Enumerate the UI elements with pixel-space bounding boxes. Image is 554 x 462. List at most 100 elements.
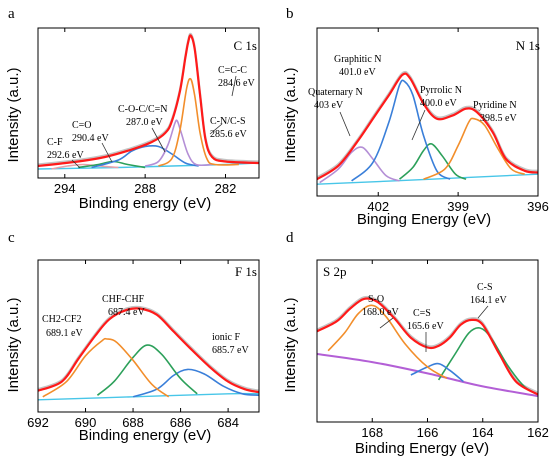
component-series-line bbox=[144, 119, 213, 167]
annotation-value: 164.1 eV bbox=[470, 295, 507, 306]
axes-frame bbox=[316, 27, 539, 197]
x-axis-label: Binding Energy (eV) bbox=[355, 440, 489, 457]
envelope-series-line bbox=[37, 307, 260, 394]
component-series-line bbox=[91, 144, 199, 169]
x-tick-label: 686 bbox=[170, 415, 192, 430]
component-series-line bbox=[158, 77, 239, 167]
x-axis-label: Binding energy (eV) bbox=[79, 427, 212, 444]
annotation-label: C=O bbox=[72, 120, 92, 131]
component-series-line bbox=[327, 304, 448, 379]
component-series-line bbox=[132, 368, 260, 398]
y-axis-label: Intensity (a.u.) bbox=[282, 297, 299, 392]
component-series-line bbox=[42, 337, 170, 398]
component-series-line bbox=[398, 143, 467, 180]
background-line bbox=[37, 392, 260, 401]
annotation-pointer bbox=[209, 123, 223, 135]
component-series-line bbox=[51, 163, 119, 170]
annotations: S 2p S-O 168.0 eV C=S 165.6 eV C-S 164.1… bbox=[323, 264, 507, 352]
annotation-pointer bbox=[151, 127, 166, 153]
title: N 1s bbox=[516, 38, 540, 53]
annotation-label: C-F bbox=[47, 137, 63, 148]
annotation-label: C-N/C-S bbox=[210, 116, 246, 127]
annotation-value: 403 eV bbox=[314, 100, 344, 111]
axes-frame bbox=[37, 259, 260, 413]
plot-area bbox=[37, 32, 260, 170]
annotation-label: C-S bbox=[477, 282, 493, 293]
title: C 1s bbox=[234, 38, 257, 53]
measured-trace bbox=[37, 32, 260, 166]
annotation-pointer bbox=[477, 305, 489, 319]
axes-frame bbox=[37, 27, 260, 179]
annotation-value: 401.0 eV bbox=[339, 67, 376, 78]
background-line bbox=[316, 173, 539, 185]
background-line bbox=[316, 353, 539, 398]
annotation-value: 287.0 eV bbox=[126, 117, 163, 128]
annotation-value: 685.7 eV bbox=[212, 345, 249, 356]
annotation-value: 285.6 eV bbox=[210, 129, 247, 140]
panel-letter: d bbox=[286, 230, 294, 246]
panel-d: d Intensity (a.u.) Binding Energy (eV) S… bbox=[282, 230, 549, 457]
x-tick-label: 166 bbox=[417, 425, 439, 440]
annotation-label: S-O bbox=[368, 294, 384, 305]
component-series-line bbox=[423, 117, 526, 180]
component-series-line bbox=[319, 146, 400, 184]
x-tick-label: 162 bbox=[527, 425, 549, 440]
annotation-value: 398.5 eV bbox=[480, 113, 517, 124]
title: S 2p bbox=[323, 264, 346, 279]
annotation-value: 400.0 eV bbox=[420, 98, 457, 109]
plot-area bbox=[37, 305, 260, 401]
annotation-value: 292.6 eV bbox=[47, 150, 84, 161]
x-tick-label: 396 bbox=[527, 199, 549, 214]
plot-area bbox=[316, 70, 539, 185]
panel-letter: c bbox=[8, 230, 15, 246]
x-tick-label: 288 bbox=[134, 181, 156, 196]
x-tick-label: 164 bbox=[472, 425, 494, 440]
annotation-label: C=S bbox=[413, 308, 431, 319]
x-tick-label: 282 bbox=[215, 181, 237, 196]
annotation-value: 689.1 eV bbox=[46, 328, 83, 339]
component-series-line bbox=[351, 79, 451, 182]
x-tick-label: 684 bbox=[217, 415, 239, 430]
x-axis-label: Binging Energy (eV) bbox=[357, 211, 491, 228]
x-tick-label: 399 bbox=[447, 199, 469, 214]
plot-area bbox=[316, 295, 539, 398]
annotations: C 1s C=C-C 284.6 eV C-N/C-S 285.6 eV C-O… bbox=[47, 38, 257, 169]
annotation-label: Quaternary N bbox=[308, 87, 363, 98]
x-tick-label: 294 bbox=[54, 181, 76, 196]
annotation-pointer bbox=[411, 109, 426, 141]
envelope-series-line bbox=[316, 297, 539, 396]
panel-c: c Intensity (a.u.) Binding energy (eV) F… bbox=[5, 230, 260, 444]
x-tick-label: 688 bbox=[122, 415, 144, 430]
annotation-pointer bbox=[71, 159, 81, 169]
annotation-value: 290.4 eV bbox=[72, 133, 109, 144]
x-tick-label: 690 bbox=[75, 415, 97, 430]
annotation-label: Graphitic N bbox=[334, 54, 382, 65]
axes-frame bbox=[316, 259, 539, 423]
annotation-pointer bbox=[101, 142, 113, 163]
y-axis-label: Intensity (a.u.) bbox=[5, 297, 22, 392]
annotation-label: CH2-CF2 bbox=[42, 314, 81, 325]
annotation-pointer bbox=[339, 111, 351, 137]
annotations: N 1s Graphitic N 401.0 eV Quaternary N 4… bbox=[308, 38, 540, 141]
x-tick-label: 168 bbox=[361, 425, 383, 440]
annotation-label: ionic F bbox=[212, 332, 240, 343]
annotation-value: 168.0 eV bbox=[362, 307, 399, 318]
annotation-label: Pyridine N bbox=[473, 100, 517, 111]
annotation-value: 284.6 eV bbox=[218, 78, 255, 89]
annotation-value: 165.6 eV bbox=[407, 321, 444, 332]
envelope-series-line bbox=[316, 72, 539, 181]
panel-letter: a bbox=[8, 6, 15, 22]
panel-letter: b bbox=[286, 6, 294, 22]
component-series-line bbox=[96, 344, 198, 396]
component-series-line bbox=[437, 327, 539, 396]
envelope-series-line bbox=[37, 34, 260, 168]
annotation-label: C-O-C/C=N bbox=[118, 104, 168, 115]
panel-b: b Intensity (a.u.) Binging Energy (eV) N… bbox=[282, 6, 549, 228]
title: F 1s bbox=[235, 264, 257, 279]
x-tick-label: 692 bbox=[27, 415, 49, 430]
annotation-pointer bbox=[379, 317, 394, 329]
annotations: F 1s CHF-CHF 687.4 eV CH2-CF2 689.1 eV i… bbox=[42, 264, 257, 356]
x-tick-label: 402 bbox=[367, 199, 389, 214]
